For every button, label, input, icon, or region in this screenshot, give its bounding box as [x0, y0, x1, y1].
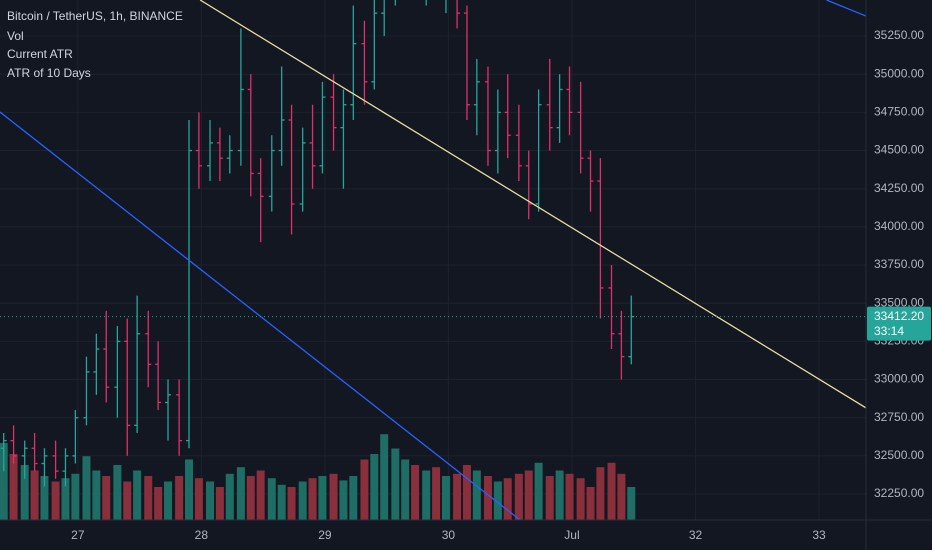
y-tick-label: 34000.00 [874, 219, 924, 233]
volume-bar [514, 473, 523, 520]
volume-bar [71, 473, 80, 520]
y-tick-label: 34250.00 [874, 181, 924, 195]
y-tick-label: 34500.00 [874, 143, 924, 157]
trend-line [199, 0, 866, 409]
volume-bar [175, 476, 184, 520]
volume-bar [298, 481, 307, 520]
x-tick-label: 30 [442, 528, 456, 542]
x-tick-label: 27 [71, 528, 85, 542]
volume-bar [627, 487, 636, 520]
countdown: 33:14 [874, 324, 904, 338]
y-tick-label: 35000.00 [874, 66, 924, 80]
y-tick-label: 33500.00 [874, 295, 924, 309]
volume-bar [422, 470, 431, 520]
volume-pane [0, 434, 636, 520]
volume-bar [246, 476, 255, 520]
volume-bar [339, 480, 348, 520]
y-tick-label: 34750.00 [874, 105, 924, 119]
indicator-label: Current ATR [7, 47, 73, 61]
volume-bar [493, 481, 502, 520]
volume-bar [524, 470, 533, 520]
trend-line [826, 0, 866, 17]
volume-bar [545, 476, 554, 520]
volume-bar [144, 476, 153, 520]
volume-bar [360, 459, 369, 520]
volume-bar [391, 448, 400, 520]
y-tick-label: 32250.00 [874, 486, 924, 500]
volume-bar [277, 484, 286, 520]
volume-bar [472, 470, 481, 520]
volume-bar [411, 465, 420, 520]
volume-bar [40, 476, 49, 520]
volume-bar [503, 478, 512, 520]
volume-bar [123, 481, 132, 520]
volume-bar [154, 487, 163, 520]
indicator-label: ATR of 10 Days [7, 66, 91, 80]
volume-bar [185, 459, 194, 520]
volume-bar [441, 476, 450, 520]
x-tick-label: 33 [812, 528, 826, 542]
volume-bar [308, 478, 317, 520]
trend-line [0, 111, 521, 520]
volume-bar [236, 467, 245, 520]
grid [0, 0, 866, 520]
volume-bar [194, 478, 203, 520]
volume-bar [133, 470, 142, 520]
y-tick-label: 35250.00 [874, 28, 924, 42]
price-pane [0, 0, 866, 520]
volume-bar [370, 454, 379, 520]
volume-bar [102, 476, 111, 520]
x-tick-label: 29 [318, 528, 332, 542]
volume-bar [565, 473, 574, 520]
volume-bar [329, 473, 338, 520]
volume-bar [92, 470, 101, 520]
y-tick-label: 33750.00 [874, 257, 924, 271]
volume-bar [82, 456, 91, 520]
volume-bar [113, 465, 122, 520]
last-price-box [867, 306, 931, 341]
volume-bar [318, 476, 327, 520]
volume-bar [215, 487, 224, 520]
volume-bar [555, 470, 564, 520]
volume-bar [30, 470, 39, 520]
volume-bar [483, 476, 492, 520]
volume-bar [576, 478, 585, 520]
x-tick-label: 32 [689, 528, 703, 542]
volume-bar [534, 462, 543, 520]
volume-bar [401, 459, 410, 520]
volume-bar [20, 465, 29, 520]
y-tick-label: 32750.00 [874, 410, 924, 424]
volume-bar [206, 481, 215, 520]
volume-bar [432, 467, 441, 520]
x-tick-label: 28 [195, 528, 209, 542]
volume-bar [596, 467, 605, 520]
volume-bar [51, 481, 60, 520]
volume-bar [225, 473, 234, 520]
volume-bar [462, 465, 471, 520]
chart-title: Bitcoin / TetherUS, 1h, BINANCE [7, 9, 183, 23]
volume-bar [586, 487, 595, 520]
x-tick-label: Jul [564, 528, 579, 542]
volume-bar [9, 454, 18, 520]
volume-bar [617, 473, 626, 520]
volume-bar [607, 462, 616, 520]
y-tick-label: 33000.00 [874, 372, 924, 386]
indicator-label: Vol [7, 29, 24, 43]
volume-bar [287, 487, 296, 520]
volume-bar [256, 470, 265, 520]
volume-bar [453, 473, 462, 520]
volume-bar [380, 434, 389, 520]
last-price-label: 33412.20 [874, 309, 924, 323]
volume-bar [349, 476, 358, 520]
volume-bar [0, 443, 8, 520]
volume-bar [267, 478, 276, 520]
y-tick-label: 32500.00 [874, 448, 924, 462]
volume-bar [61, 478, 70, 520]
volume-bar [164, 481, 173, 520]
